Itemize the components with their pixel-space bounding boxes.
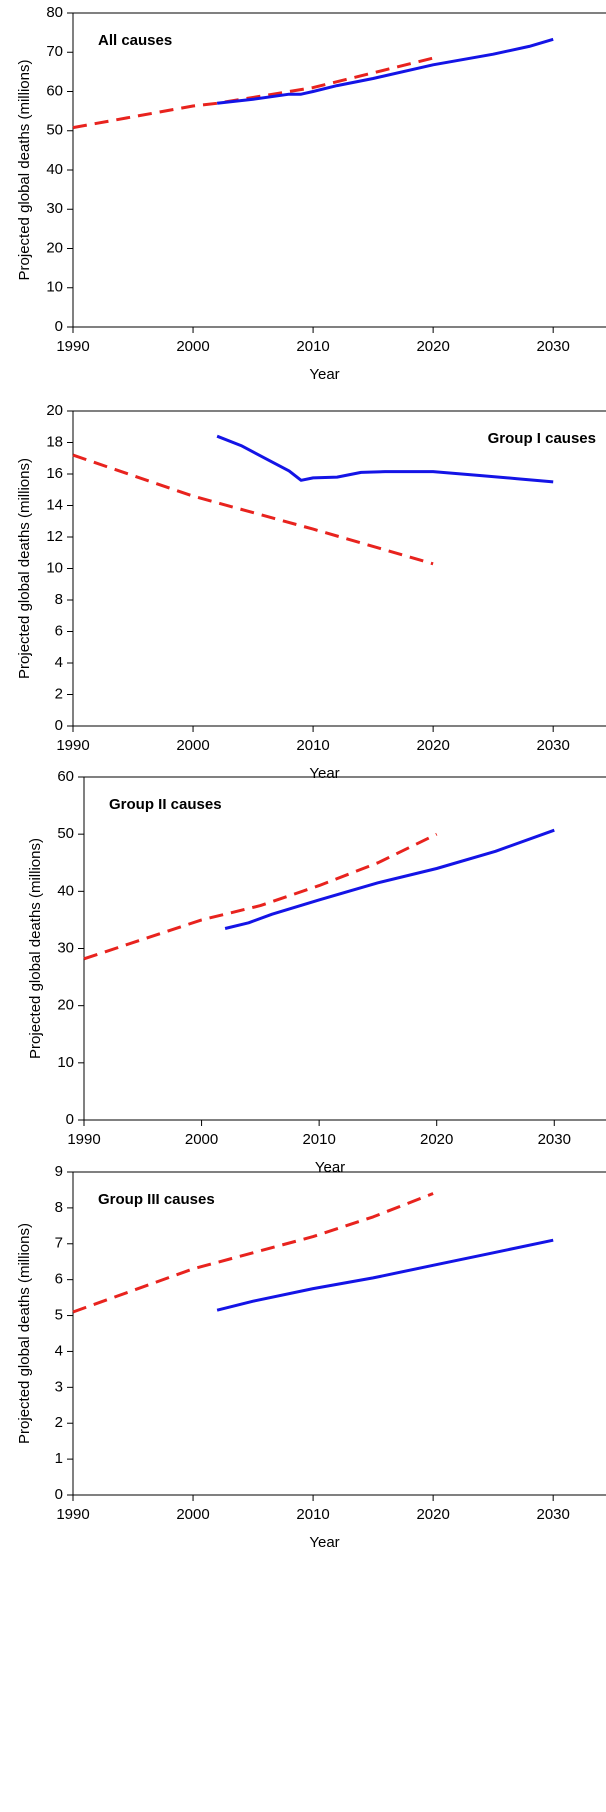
y-tick-label: 60: [46, 82, 63, 99]
y-tick-label: 8: [55, 591, 63, 608]
x-tick-label: 2020: [416, 737, 449, 754]
y-axis-label: Projected global deaths (millions): [27, 838, 44, 1059]
y-tick-label: 0: [55, 717, 63, 734]
y-tick-label: 70: [46, 43, 63, 60]
x-tick-label: 2020: [420, 1131, 453, 1148]
y-tick-label: 6: [55, 1271, 63, 1288]
y-tick-label: 12: [46, 528, 63, 545]
y-tick-label: 40: [57, 882, 74, 899]
data-line: [216, 1238, 554, 1312]
y-tick-label: 50: [57, 825, 74, 842]
y-tick-label: 60: [57, 768, 74, 785]
x-tick-label: 2030: [536, 1506, 569, 1523]
x-tick-label: 2020: [416, 1506, 449, 1523]
panel: 0 1 2 3 4 5 6 7 8 9 1990 2000 2010 2020 2030 Year Projec…: [16, 1163, 606, 1551]
data-line: [72, 453, 434, 566]
x-tick-label: 2010: [296, 1506, 329, 1523]
x-tick-label: 1990: [56, 737, 89, 754]
data-line: [83, 832, 438, 961]
x-axis-label: Year: [309, 765, 339, 782]
y-tick-label: 14: [46, 496, 63, 513]
data-line: [216, 37, 554, 105]
panel: 0 2 4 6 8 10 12 14 16 18 20 1990 2000 2010 2020 2030 Yea…: [16, 402, 606, 782]
x-tick-label: 2030: [536, 737, 569, 754]
y-tick-label: 30: [46, 200, 63, 217]
x-tick-label: 2020: [416, 338, 449, 355]
y-tick-label: 1: [55, 1450, 63, 1467]
chart-title: Group II causes: [109, 796, 222, 813]
y-axis-label: Projected global deaths (millions): [16, 1223, 33, 1444]
x-axis-label: Year: [309, 1534, 339, 1551]
y-tick-label: 2: [55, 685, 63, 702]
x-tick-label: 2000: [185, 1131, 218, 1148]
x-axis-label: Year: [309, 366, 339, 383]
y-tick-label: 80: [46, 4, 63, 21]
y-tick-label: 4: [55, 654, 63, 671]
y-tick-label: 2: [55, 1414, 63, 1431]
y-tick-label: 18: [46, 433, 63, 450]
x-tick-label: 1990: [56, 338, 89, 355]
x-tick-label: 2030: [536, 338, 569, 355]
chart-title: Group III causes: [98, 1191, 215, 1208]
x-axis-label: Year: [315, 1159, 345, 1176]
y-tick-label: 7: [55, 1235, 63, 1252]
y-tick-label: 20: [46, 239, 63, 256]
y-tick-label: 20: [57, 997, 74, 1014]
x-tick-label: 1990: [67, 1131, 100, 1148]
y-tick-label: 40: [46, 161, 63, 178]
y-axis-label: Projected global deaths (millions): [16, 458, 33, 679]
y-tick-label: 10: [57, 1054, 74, 1071]
chart-title: All causes: [98, 32, 172, 49]
y-tick-label: 9: [55, 1163, 63, 1180]
x-tick-label: 2010: [296, 338, 329, 355]
data-line: [224, 828, 555, 930]
chart-title: Group I causes: [488, 430, 596, 447]
y-tick-label: 0: [55, 1486, 63, 1503]
y-tick-label: 50: [46, 122, 63, 139]
data-line: [72, 1192, 434, 1314]
x-tick-label: 2010: [296, 737, 329, 754]
y-tick-label: 10: [46, 279, 63, 296]
y-tick-label: 16: [46, 465, 63, 482]
y-tick-label: 3: [55, 1378, 63, 1395]
x-tick-label: 2000: [176, 338, 209, 355]
data-line: [72, 56, 434, 130]
y-tick-label: 4: [55, 1342, 63, 1359]
y-axis-label: Projected global deaths (millions): [16, 60, 33, 281]
y-tick-label: 30: [57, 939, 74, 956]
x-tick-label: 2000: [176, 1506, 209, 1523]
y-tick-label: 0: [66, 1111, 74, 1128]
y-tick-label: 10: [46, 559, 63, 576]
x-tick-label: 2000: [176, 737, 209, 754]
x-tick-label: 1990: [56, 1506, 89, 1523]
x-tick-label: 2030: [538, 1131, 571, 1148]
y-tick-label: 8: [55, 1199, 63, 1216]
data-line: [216, 434, 554, 484]
x-tick-label: 2010: [302, 1131, 335, 1148]
y-tick-label: 0: [55, 318, 63, 335]
y-tick-label: 20: [46, 402, 63, 419]
y-tick-label: 6: [55, 622, 63, 639]
y-tick-label: 5: [55, 1307, 63, 1324]
